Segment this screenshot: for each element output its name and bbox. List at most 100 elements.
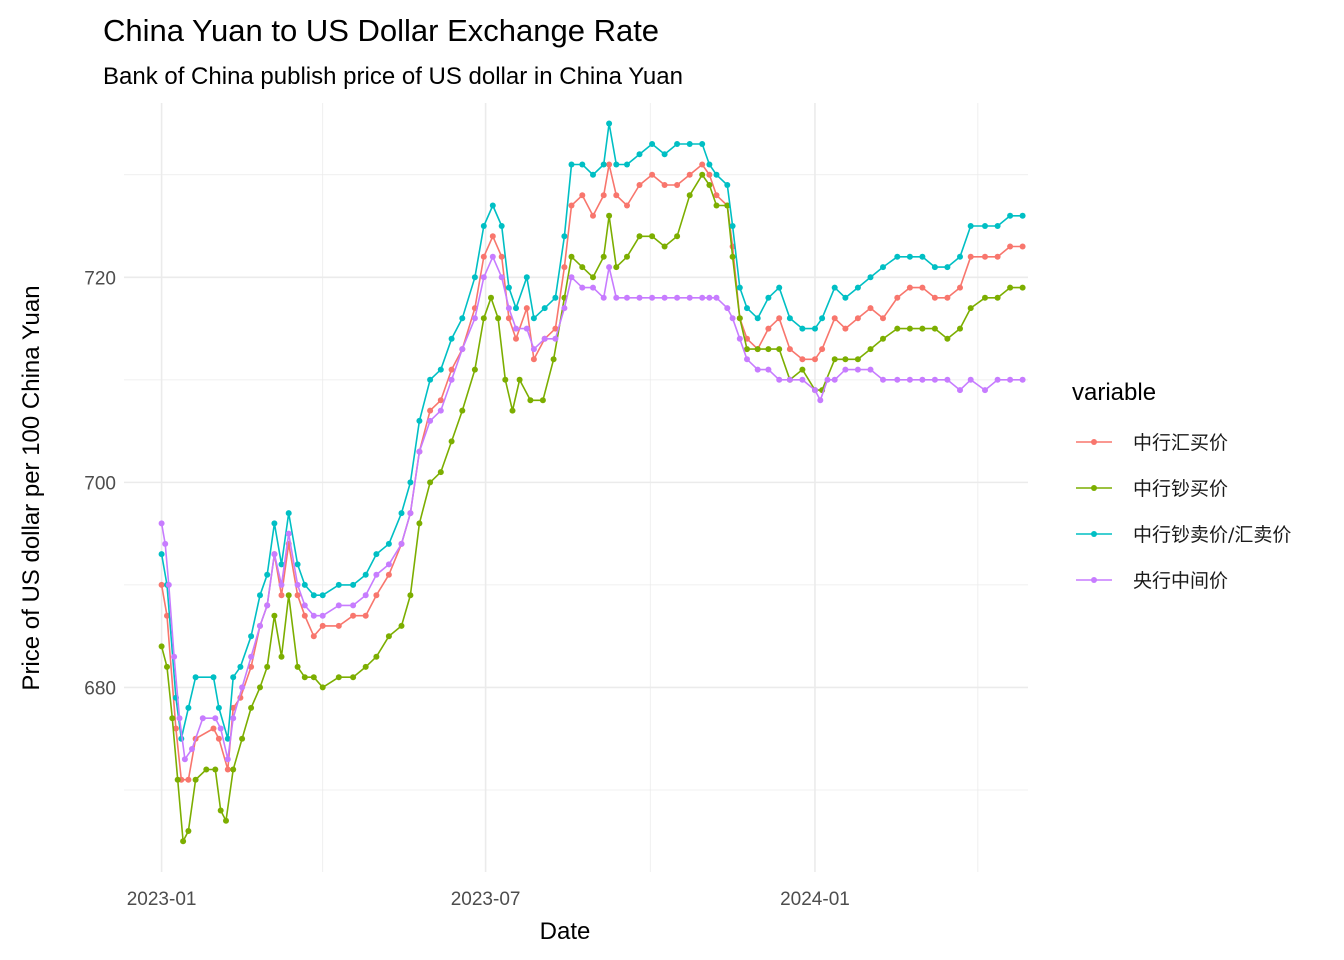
series-point [590,212,596,219]
series-point [661,243,668,250]
series-point [513,305,519,312]
grid-minor [124,103,1028,872]
series-point [203,766,210,773]
series-point [982,387,988,394]
series-point [285,592,292,599]
legend-title: variable [1072,379,1156,406]
series-point [606,212,613,219]
series-point [967,305,974,312]
series-point [1019,243,1026,250]
series-point [192,674,199,681]
series-point [831,376,838,383]
series-point [319,622,326,629]
series-point [957,325,963,332]
series-point [172,725,179,732]
series-point [278,581,285,588]
series-point [310,674,317,681]
series-point [867,305,874,312]
series-point [786,315,793,322]
series-point [967,253,974,260]
series-point [437,366,444,373]
series-point [713,202,720,209]
series-point [624,202,630,209]
series-point [185,828,192,834]
series-point [362,592,369,599]
series-point [729,253,736,260]
series-point [437,397,444,404]
series-point [1019,376,1026,383]
series-point [505,315,512,322]
series-point [649,294,656,301]
series-point [776,315,783,322]
series-point [624,161,630,168]
series-point [530,315,537,322]
series-point [505,305,512,312]
series-point [230,715,237,722]
series-point [994,376,1001,383]
series-point [294,592,301,599]
series-point [285,510,292,517]
series-point [257,622,263,629]
series-point [765,325,772,332]
series-point [713,192,720,199]
series-point [579,192,586,199]
series-point [661,151,668,158]
series-point [568,161,575,168]
series-point [319,592,326,599]
series-group [158,253,1026,763]
series-point [636,182,643,188]
series-point [239,735,246,742]
series-point [480,223,487,229]
series-point [613,294,620,301]
series-point [294,561,301,568]
series-point [223,817,229,824]
series-point [600,294,607,301]
series-point [459,315,466,322]
series-point [271,612,278,619]
series-point [158,520,165,527]
series-point [994,253,1001,260]
series-point [416,448,423,455]
series-point [385,633,392,640]
series-point [674,182,681,188]
series-point [530,346,537,353]
series-point [210,725,217,732]
series-point [437,469,444,476]
series-point [165,581,172,588]
series-point [509,407,516,414]
series-point [212,766,219,773]
series-point [842,325,849,332]
series-point [350,581,357,588]
series-point [944,335,951,342]
series-point [257,592,263,599]
series-point [498,274,505,281]
series-point [819,346,826,353]
series-point [489,233,496,240]
x-tick-label: 2024-01 [780,889,850,910]
series-point [982,294,988,301]
series-point [210,674,217,681]
series-point [373,653,380,660]
series-point [661,182,668,188]
series-point [212,715,219,722]
series-point [271,551,278,558]
series-point [552,294,559,301]
series-point [867,346,874,353]
series-point [523,305,530,312]
series-point [181,756,188,763]
series-point [301,674,308,681]
legend-item: 中行钞买价 [1076,478,1228,500]
series-point [257,684,263,691]
series-point [880,376,886,383]
series-point [489,202,496,209]
series-point [539,397,546,404]
series-point [706,294,713,301]
series-point [699,161,706,168]
series-point [674,294,681,301]
series-point [1007,376,1014,383]
series-point [502,376,509,383]
series-point [867,366,874,373]
series-point [185,776,192,783]
series-point [636,294,643,301]
